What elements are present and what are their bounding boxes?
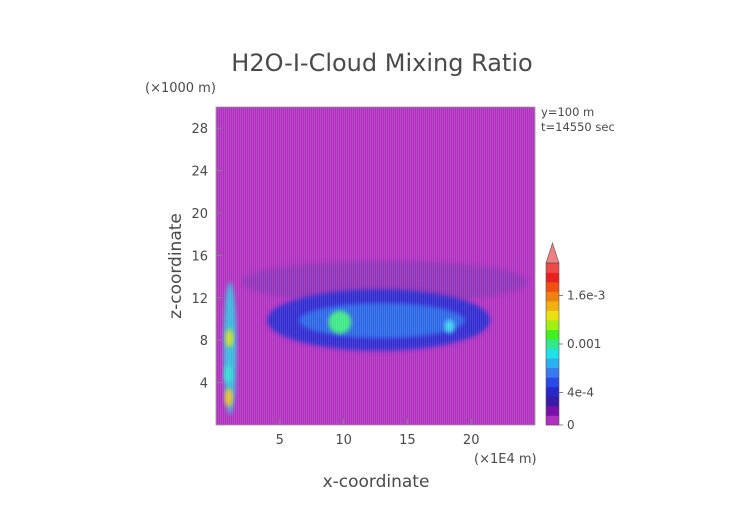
colorbar-segment [546,339,559,350]
annotations: y=100 m t=14550 sec [541,105,615,134]
y-tick-label: 28 [191,122,208,137]
y-unit-label: (×1000 m) [145,81,216,96]
plot-texture [216,107,535,425]
y-tick-label: 12 [191,292,208,307]
colorbar-segment [546,263,559,273]
y-tick-label: 16 [191,249,208,264]
colorbar-tick-label: 0.001 [567,337,601,351]
colorbar-segment [546,320,559,331]
x-tick-label: 5 [276,433,284,448]
colorbar-tick-label: 4e-4 [567,386,594,400]
colorbar: 0 4e-4 0.001 1.6e-3 [545,242,605,432]
x-tick-label: 15 [399,433,416,448]
colorbar-segment [546,329,559,340]
colorbar-tick-label: 1.6e-3 [567,288,605,302]
colorbar-segment [546,367,559,378]
x-tick-label: 10 [335,433,352,448]
y-axis-label: z-coordinate [166,213,186,319]
y-tick-label: 20 [191,207,208,222]
chart-title: H2O-I-Cloud Mixing Ratio [231,49,532,77]
colorbar-segment [546,377,559,388]
colorbar-segment [546,301,559,311]
colorbar-segment [546,405,559,416]
colorbar-segment [546,396,559,407]
y-axis-ticks: 4 8 12 16 20 24 28 [191,122,222,392]
x-axis-ticks: 5 10 15 20 [276,419,480,448]
y-tick-label: 4 [200,377,208,392]
colorbar-extend-arrow [545,242,560,264]
colorbar-segment [546,415,559,426]
y-tick-label: 8 [200,334,208,349]
plot-frame [215,106,536,426]
plot-area [216,107,535,425]
colorbar-segment [546,310,559,321]
colorbar-segment [546,291,559,302]
colorbar-segment [546,386,559,397]
annotation-y-position: y=100 m [541,105,594,119]
x-unit-label: (×1E4 m) [474,452,537,467]
colorbar-segment [546,358,559,369]
colorbar-tick-label: 0 [567,418,575,432]
x-tick-label: 20 [463,433,480,448]
colorbar-segment [546,348,559,359]
y-tick-label: 24 [191,165,208,180]
annotation-time: t=14550 sec [541,120,615,134]
colorbar-segment [546,282,559,292]
x-axis-label: x-coordinate [323,472,430,492]
colorbar-segment [546,272,559,283]
